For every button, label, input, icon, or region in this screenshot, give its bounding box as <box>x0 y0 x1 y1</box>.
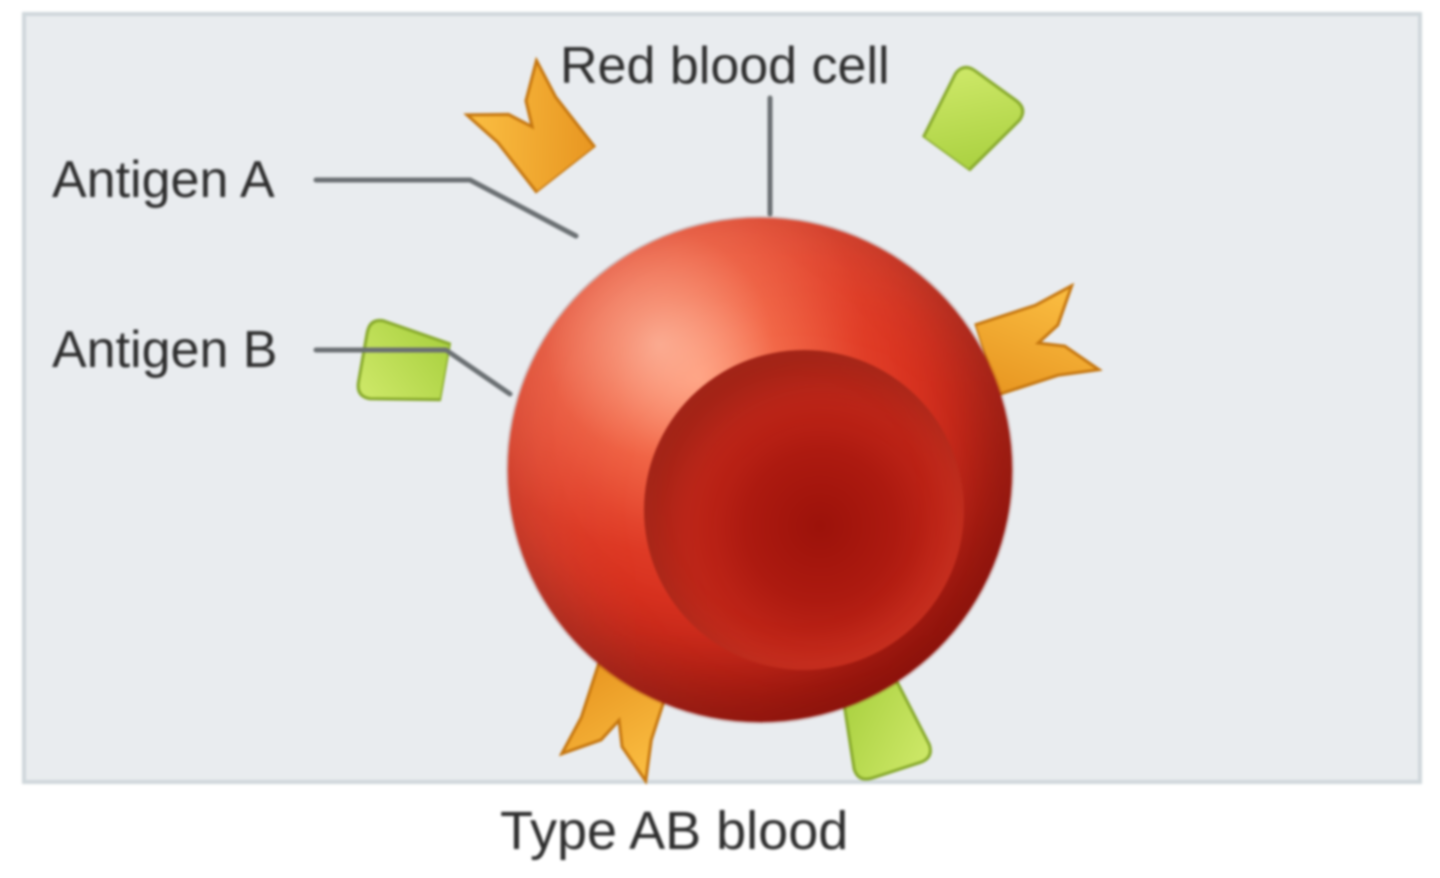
caption: Type AB blood <box>500 800 848 862</box>
antigen-b-icon <box>352 313 454 415</box>
label-red-blood-cell: Red blood cell <box>560 36 890 96</box>
diagram-canvas: Red blood cell Antigen A Antigen B Type … <box>0 0 1440 878</box>
label-antigen-b: Antigen B <box>52 320 278 380</box>
label-antigen-a: Antigen A <box>52 150 275 210</box>
red-blood-cell <box>508 218 1012 722</box>
rbc-dimple <box>644 350 964 670</box>
